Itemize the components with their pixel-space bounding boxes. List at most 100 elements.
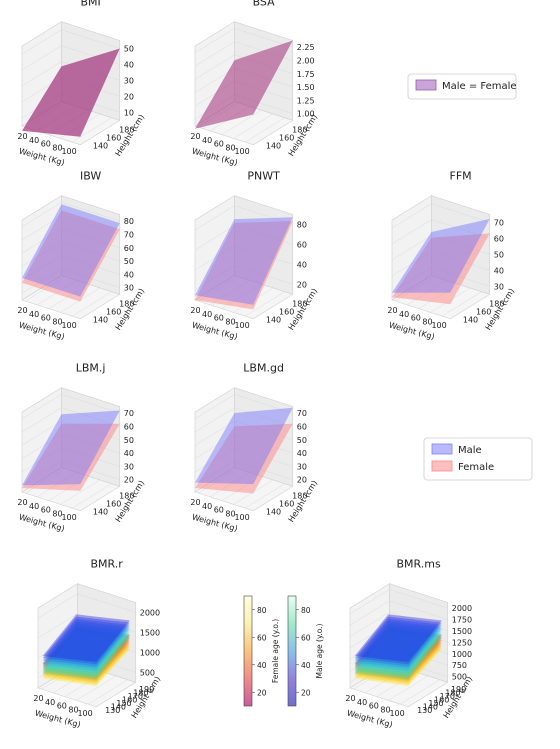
legend-equal: Male = Female bbox=[407, 73, 517, 100]
colorbar-label: Female age (y.o.) bbox=[271, 619, 280, 683]
legend-swatch bbox=[431, 443, 453, 455]
y-tick-label: 140 bbox=[111, 703, 126, 712]
z-tick-label: 1.75 bbox=[297, 70, 315, 79]
gridline bbox=[389, 634, 448, 655]
gridline bbox=[391, 251, 432, 277]
z-tick-label: 40 bbox=[494, 266, 504, 275]
surface-female bbox=[392, 233, 490, 305]
surface-female-age bbox=[42, 627, 130, 672]
x-tick-label: 100 bbox=[61, 321, 76, 330]
panel-title: BMR.r bbox=[90, 558, 123, 571]
gridline bbox=[388, 675, 429, 701]
legend-label: Male = Female bbox=[442, 81, 517, 92]
x-tick-label: 80 bbox=[380, 705, 390, 714]
surface-male-age bbox=[354, 625, 442, 674]
gridline bbox=[37, 280, 77, 306]
y-tick-label: 180 bbox=[119, 299, 134, 308]
colorbar-bar bbox=[287, 595, 297, 707]
y-tick-label: 140 bbox=[266, 142, 281, 151]
x-tick-label: 40 bbox=[29, 136, 39, 145]
colorbar-tick-label: 60 bbox=[301, 633, 311, 642]
z-tick-label: 1.50 bbox=[297, 83, 315, 92]
gridline bbox=[61, 255, 120, 275]
legend-label: Male bbox=[458, 445, 482, 456]
gridline bbox=[21, 215, 62, 241]
surface-female-age bbox=[354, 641, 442, 687]
z-tick-label: 20 bbox=[297, 280, 307, 289]
x-tick-label: 20 bbox=[190, 306, 200, 315]
x-tick-label: 40 bbox=[202, 136, 212, 145]
gridline bbox=[77, 613, 136, 633]
gridline bbox=[349, 634, 390, 660]
z-tick-label: 40 bbox=[124, 270, 134, 279]
surface-female-age bbox=[354, 630, 442, 676]
x-tick-label: 100 bbox=[431, 321, 446, 330]
surface-female-age bbox=[42, 636, 130, 681]
floor bbox=[37, 663, 137, 708]
z-tick-label: 50 bbox=[297, 436, 307, 445]
surface-female-age bbox=[42, 639, 130, 685]
surface-male-age bbox=[42, 623, 130, 671]
gridline bbox=[71, 117, 112, 143]
x-tick-label: 20 bbox=[345, 694, 355, 703]
z-tick-label: 40 bbox=[124, 449, 134, 458]
z-tick-label: 1.00 bbox=[297, 110, 315, 119]
surface-male-age bbox=[42, 627, 130, 676]
y-tick-label: 140 bbox=[93, 142, 108, 151]
x-tick-label: 20 bbox=[17, 498, 27, 507]
gridline bbox=[61, 420, 120, 440]
y-tick-label: 180 bbox=[489, 299, 504, 308]
gridline bbox=[194, 420, 235, 446]
z-tick-label: 30 bbox=[297, 462, 307, 471]
y-tick-label: 180 bbox=[292, 299, 307, 308]
surface-male-age bbox=[42, 625, 130, 674]
y-tick-label: 160 bbox=[122, 696, 137, 705]
surface-female-age bbox=[42, 634, 130, 679]
z-tick-label: 30 bbox=[124, 284, 134, 293]
x-tick-label: 100 bbox=[234, 513, 249, 522]
gridline bbox=[391, 235, 432, 261]
gridline bbox=[194, 394, 235, 419]
surface-male bbox=[22, 410, 120, 486]
surface-female bbox=[195, 423, 293, 494]
gridline bbox=[233, 287, 274, 313]
z-tick-label: 1500 bbox=[452, 627, 472, 636]
z-tick-label: 10 bbox=[124, 108, 134, 117]
gridline bbox=[21, 407, 62, 433]
gridline bbox=[431, 203, 490, 223]
gridline bbox=[77, 633, 136, 653]
surface-male-age bbox=[42, 620, 130, 669]
legend-swatch bbox=[415, 79, 437, 91]
gridline bbox=[37, 653, 78, 679]
gridline bbox=[64, 671, 105, 697]
gridline bbox=[77, 653, 136, 673]
y-tick-label: 160 bbox=[279, 308, 294, 317]
x-tick-label: 40 bbox=[29, 502, 39, 511]
surface-male-age bbox=[354, 616, 442, 665]
z-tick-label: 750 bbox=[452, 661, 467, 670]
y-tick-label: 160 bbox=[279, 500, 294, 509]
gridline bbox=[194, 225, 235, 251]
surface-female-age bbox=[42, 632, 130, 678]
gridline bbox=[389, 646, 448, 666]
y-tick-label: 140 bbox=[93, 316, 108, 325]
gridline bbox=[234, 420, 293, 440]
z-tick-label: 500 bbox=[452, 673, 467, 682]
z-tick-label: 60 bbox=[297, 422, 307, 431]
legend-swatch bbox=[431, 460, 453, 472]
surface-male-age bbox=[354, 614, 442, 663]
y-tick-label: 180 bbox=[292, 125, 307, 134]
surface-male-age bbox=[354, 618, 442, 667]
x-tick-label: 80 bbox=[52, 509, 62, 518]
colorbar-tick-label: 20 bbox=[301, 688, 311, 697]
z-tick-label: 1.25 bbox=[297, 96, 315, 105]
z-tick-label: 20 bbox=[124, 92, 134, 101]
gridline bbox=[234, 447, 293, 467]
gridline bbox=[37, 472, 77, 498]
panel-title: LBM.j bbox=[76, 362, 106, 375]
gridline bbox=[418, 283, 459, 309]
panel-title: PNWT bbox=[247, 170, 280, 183]
gridline bbox=[61, 202, 120, 222]
